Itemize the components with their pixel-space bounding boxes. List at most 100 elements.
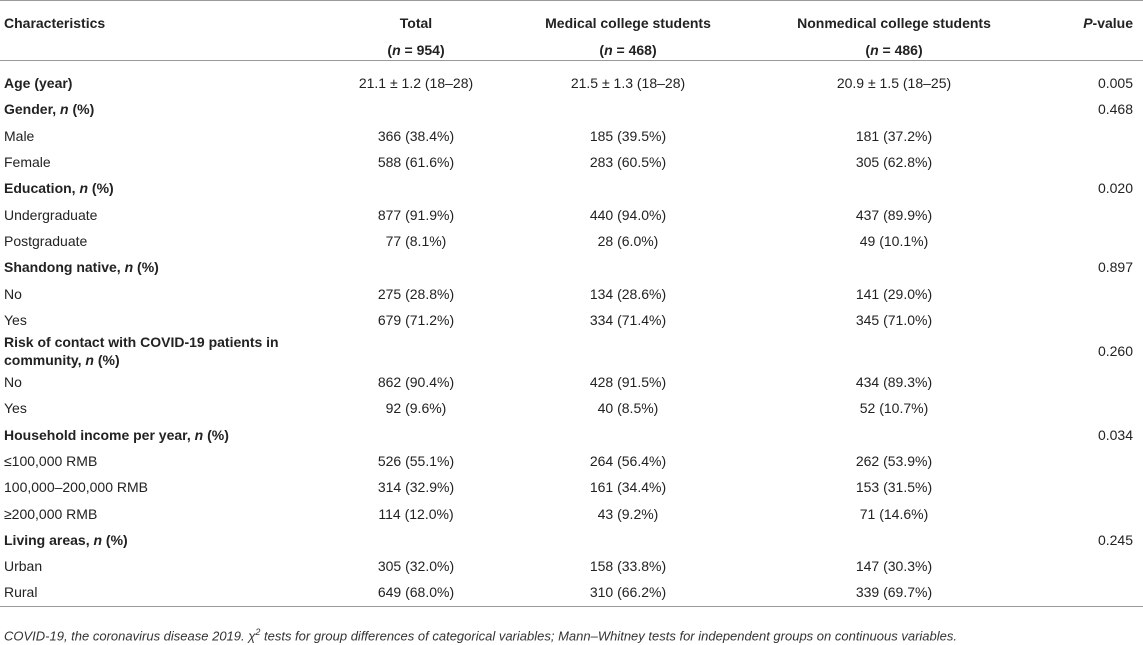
row-label: Male [4,127,35,144]
cell-total: 877 (91.9%) [377,206,455,223]
cell-nonmedical: 181 (37.2%) [855,127,933,144]
cell-pvalue: 0.897 [1097,259,1133,276]
header-medical-n: (n = 468) [599,42,657,58]
cell-pvalue: 0.245 [1097,531,1133,548]
cell-total: 305 (32.0%) [377,558,455,575]
header-total: Total (n = 954) [320,0,512,61]
table-row: Male 366 (38.4%) 185 (39.5%) 181 (37.2%) [0,123,1143,149]
table-row: Living areas, n (%) 0.245 [0,527,1143,553]
row-label: Gender, n (%) [4,101,95,118]
cell-medical [512,527,744,553]
cell-nonmedical: 262 (53.9%) [855,453,933,469]
row-label: Household income per year, n (%) [4,426,229,443]
cell-pvalue [1044,474,1143,500]
cell-total [320,527,512,553]
cell-total [320,175,512,201]
cell-nonmedical: 20.9 ± 1.5 (18–25) [836,75,952,92]
table-row: Female 588 (61.6%) 283 (60.5%) 305 (62.8%) [0,149,1143,175]
table-row: Household income per year, n (%) 0.034 [0,422,1143,448]
cell-total: 314 (32.9%) [377,479,455,496]
cell-nonmedical: 147 (30.3%) [855,558,933,575]
header-medical: Medical college students (n = 468) [512,0,744,61]
cell-total: 92 (9.6%) [385,400,447,417]
cell-medical: 43 (9.2%) [597,505,659,522]
table-header: Characteristics Total (n = 954) Medical … [0,0,1143,61]
cell-total [320,422,512,448]
table-row: Shandong native, n (%) 0.897 [0,254,1143,280]
cell-pvalue [1044,553,1143,579]
row-label: ≤100,000 RMB [4,453,98,469]
cell-pvalue: 0.005 [1097,75,1133,92]
cell-medical [512,254,744,280]
row-label: No [4,374,22,391]
table-row: Urban 305 (32.0%) 158 (33.8%) 147 (30.3%) [0,553,1143,579]
row-label: 100,000–200,000 RMB [4,479,148,496]
cell-nonmedical [744,527,1044,553]
cell-total: 588 (61.6%) [377,154,455,171]
cell-medical: 440 (94.0%) [589,206,667,223]
cell-medical [512,422,744,448]
cell-total: 77 (8.1%) [385,232,447,249]
cell-total: 862 (90.4%) [377,374,455,391]
table-row: ≤100,000 RMB 526 (55.1%) 264 (56.4%) 262 (5… [0,448,1143,474]
header-total-n: (n = 954) [387,42,445,58]
cell-nonmedical [744,254,1044,280]
cell-medical: 40 (8.5%) [597,400,659,417]
cell-medical [512,333,744,369]
row-label: Shandong native, n (%) [4,259,159,276]
cell-medical: 428 (91.5%) [589,374,667,391]
cell-total: 21.1 ± 1.2 (18–28) [358,75,474,92]
cell-medical: 161 (34.4%) [589,479,667,496]
cell-total [320,333,512,369]
cell-pvalue [1044,307,1143,333]
row-label: Risk of contact with COVID-19 patients i… [4,333,279,368]
cell-medical: 283 (60.5%) [589,154,667,171]
cell-pvalue: 0.260 [1097,342,1133,359]
table-row: Education, n (%) 0.020 [0,175,1143,201]
cell-pvalue: 0.020 [1097,180,1133,197]
cell-pvalue [1044,201,1143,227]
cell-pvalue [1044,579,1143,607]
row-label: Living areas, n (%) [4,531,128,548]
cell-nonmedical [744,333,1044,369]
row-label: Undergraduate [4,206,98,223]
cell-nonmedical: 305 (62.8%) [855,154,933,171]
cell-pvalue: 0.468 [1097,101,1133,118]
cell-medical: 310 (66.2%) [512,579,744,607]
table-row: ≥200,000 RMB 114 (12.0%) 43 (9.2%) 71 (14.6… [0,500,1143,526]
cell-pvalue [1044,228,1143,254]
table-row: Yes 92 (9.6%) 40 (8.5%) 52 (10.7%) [0,395,1143,421]
cell-nonmedical [744,175,1044,201]
cell-pvalue [1044,448,1143,474]
cell-total: 366 (38.4%) [377,127,455,144]
cell-pvalue [1044,500,1143,526]
table-row: Postgraduate 77 (8.1%) 28 (6.0%) 49 (10.1%) [0,228,1143,254]
row-label: Urban [4,558,43,575]
cell-total: 275 (28.8%) [377,285,455,302]
table-row: Undergraduate 877 (91.9%) 440 (94.0%) 437 (… [0,201,1143,227]
row-label: No [4,285,22,302]
cell-medical: 21.5 ± 1.3 (18–28) [570,75,686,92]
cell-medical: 158 (33.8%) [589,558,667,575]
cell-nonmedical [744,422,1044,448]
cell-pvalue [1044,395,1143,421]
cell-total: 679 (71.2%) [377,311,455,328]
cell-nonmedical: 345 (71.0%) [855,311,933,328]
cell-total: 114 (12.0%) [378,505,454,522]
cell-medical: 134 (28.6%) [589,285,667,302]
table-row: Yes 679 (71.2%) 334 (71.4%) 345 (71.0%) [0,307,1143,333]
header-nonmedical-n: (n = 486) [865,42,923,58]
characteristics-table: Characteristics Total (n = 954) Medical … [0,0,1143,607]
row-label: Female [4,154,51,171]
cell-nonmedical: 71 (14.6%) [859,505,929,522]
table-body: Age (year) 21.1 ± 1.2 (18–28) 21.5 ± 1.3 (… [0,61,1143,607]
cell-total [320,254,512,280]
table-row: 100,000–200,000 RMB 314 (32.9%) 161 (34.4%… [0,474,1143,500]
row-label: Postgraduate [4,232,88,249]
table-row: No 862 (90.4%) 428 (91.5%) 434 (89.3%) [0,369,1143,395]
cell-medical: 334 (71.4%) [589,311,667,328]
header-nonmedical: Nonmedical college students (n = 486) [744,0,1044,61]
cell-pvalue [1044,369,1143,395]
table-row: Risk of contact with COVID-19 patients i… [0,333,1143,369]
